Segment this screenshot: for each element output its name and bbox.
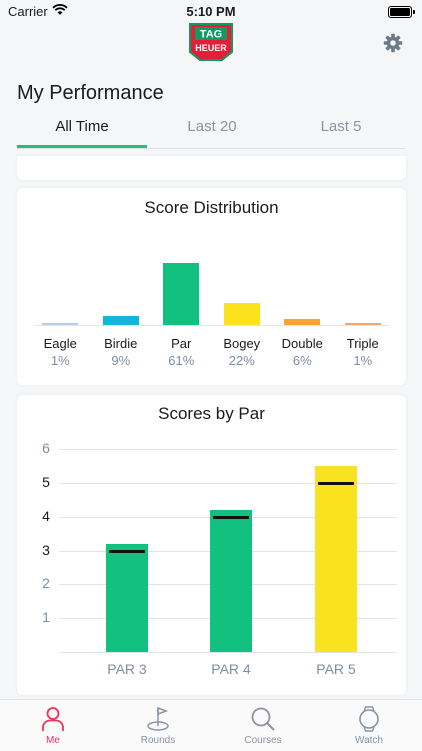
- y-tick-label: 5: [42, 474, 50, 490]
- chart-title: Scores by Par: [158, 404, 265, 423]
- tab-last-5[interactable]: Last 5: [320, 118, 362, 135]
- distribution-bar-bogey: [223, 302, 260, 325]
- carrier-label: Carrier: [8, 4, 48, 19]
- x-tick-label: PAR 4: [211, 661, 251, 677]
- nav-courses[interactable]: Courses: [223, 702, 303, 746]
- nav-me[interactable]: Me: [13, 702, 93, 746]
- gridline: [59, 652, 397, 653]
- par-reference-line: [213, 515, 249, 519]
- previous-card: [17, 156, 406, 180]
- tab-last-20[interactable]: Last 20: [187, 118, 237, 135]
- y-tick-label: 6: [42, 440, 50, 457]
- x-tick-label: PAR 5: [316, 661, 356, 677]
- distribution-percent: 1%: [353, 353, 373, 368]
- distribution-label: Par: [171, 336, 192, 351]
- distribution-label: Double: [281, 336, 323, 351]
- nav-courses-label: Courses: [244, 735, 282, 746]
- logo-top-text: TAG: [200, 29, 222, 41]
- y-tick-label: 4: [42, 507, 50, 524]
- page-title: My Performance: [17, 82, 164, 104]
- wifi-icon: [52, 4, 68, 15]
- par-reference-line: [109, 549, 145, 553]
- scores-by-par-card: Scores by Par 1 2 3 4 5 6 PAR 3 PAR 4 PAR 5: [17, 395, 406, 695]
- search-icon: [251, 707, 275, 731]
- status-time: 5:10 PM: [186, 4, 236, 19]
- distribution-label: Triple: [346, 336, 379, 351]
- golf-flag-icon: [147, 706, 169, 731]
- par-bar-par-3: [106, 543, 148, 652]
- active-tab-indicator: [17, 145, 147, 148]
- person-icon: [42, 707, 64, 731]
- nav-watch[interactable]: Watch: [329, 702, 409, 746]
- logo-bottom-text: HEUER: [195, 43, 227, 53]
- tab-all-time[interactable]: All Time: [55, 118, 109, 135]
- y-tick-label: 3: [42, 541, 50, 558]
- x-tick-label: PAR 3: [107, 661, 147, 677]
- distribution-percent: 61%: [168, 353, 195, 368]
- status-bar: Carrier 5:10 PM: [0, 0, 422, 22]
- nav-rounds[interactable]: Rounds: [118, 702, 198, 746]
- distribution-percent: 9%: [111, 353, 131, 368]
- watch-icon: [359, 706, 379, 732]
- nav-watch-label: Watch: [355, 735, 383, 746]
- tab-bar: Me Rounds Courses Watch: [0, 699, 422, 751]
- distribution-bar-par: [163, 263, 200, 325]
- gridline: [59, 483, 397, 484]
- distribution-bar-birdie: [102, 315, 139, 325]
- y-tick-label: 1: [42, 609, 50, 626]
- distribution-bar-triple: [344, 323, 381, 325]
- nav-me-label: Me: [46, 735, 60, 746]
- battery-icon: [388, 6, 415, 18]
- distribution-percent: 1%: [50, 353, 70, 368]
- gridline: [59, 449, 397, 451]
- distribution-percent: 6%: [292, 353, 312, 368]
- distribution-bar-double: [284, 318, 321, 325]
- par-reference-line: [318, 482, 354, 485]
- y-tick-label: 2: [42, 575, 50, 592]
- distribution-baseline: [34, 325, 390, 326]
- score-distribution-card: Score Distribution Eagle 1% Birdie 9% Par 61%…: [17, 188, 406, 385]
- distribution-label: Eagle: [43, 336, 77, 351]
- brand-logo: TAG HEUER: [189, 23, 233, 61]
- period-tabs: All Time Last 20 Last 5: [17, 112, 406, 149]
- par-bar-par-5: [315, 466, 357, 652]
- distribution-label: Bogey: [223, 336, 261, 351]
- score-distribution-title: Score Distribution: [144, 198, 279, 217]
- gear-icon[interactable]: [383, 33, 403, 53]
- distribution-label: Birdie: [104, 336, 138, 351]
- nav-rounds-label: Rounds: [140, 735, 176, 746]
- par-bar-par-4: [210, 510, 252, 652]
- distribution-bar-eagle: [42, 323, 79, 325]
- distribution-percent: 22%: [228, 353, 255, 368]
